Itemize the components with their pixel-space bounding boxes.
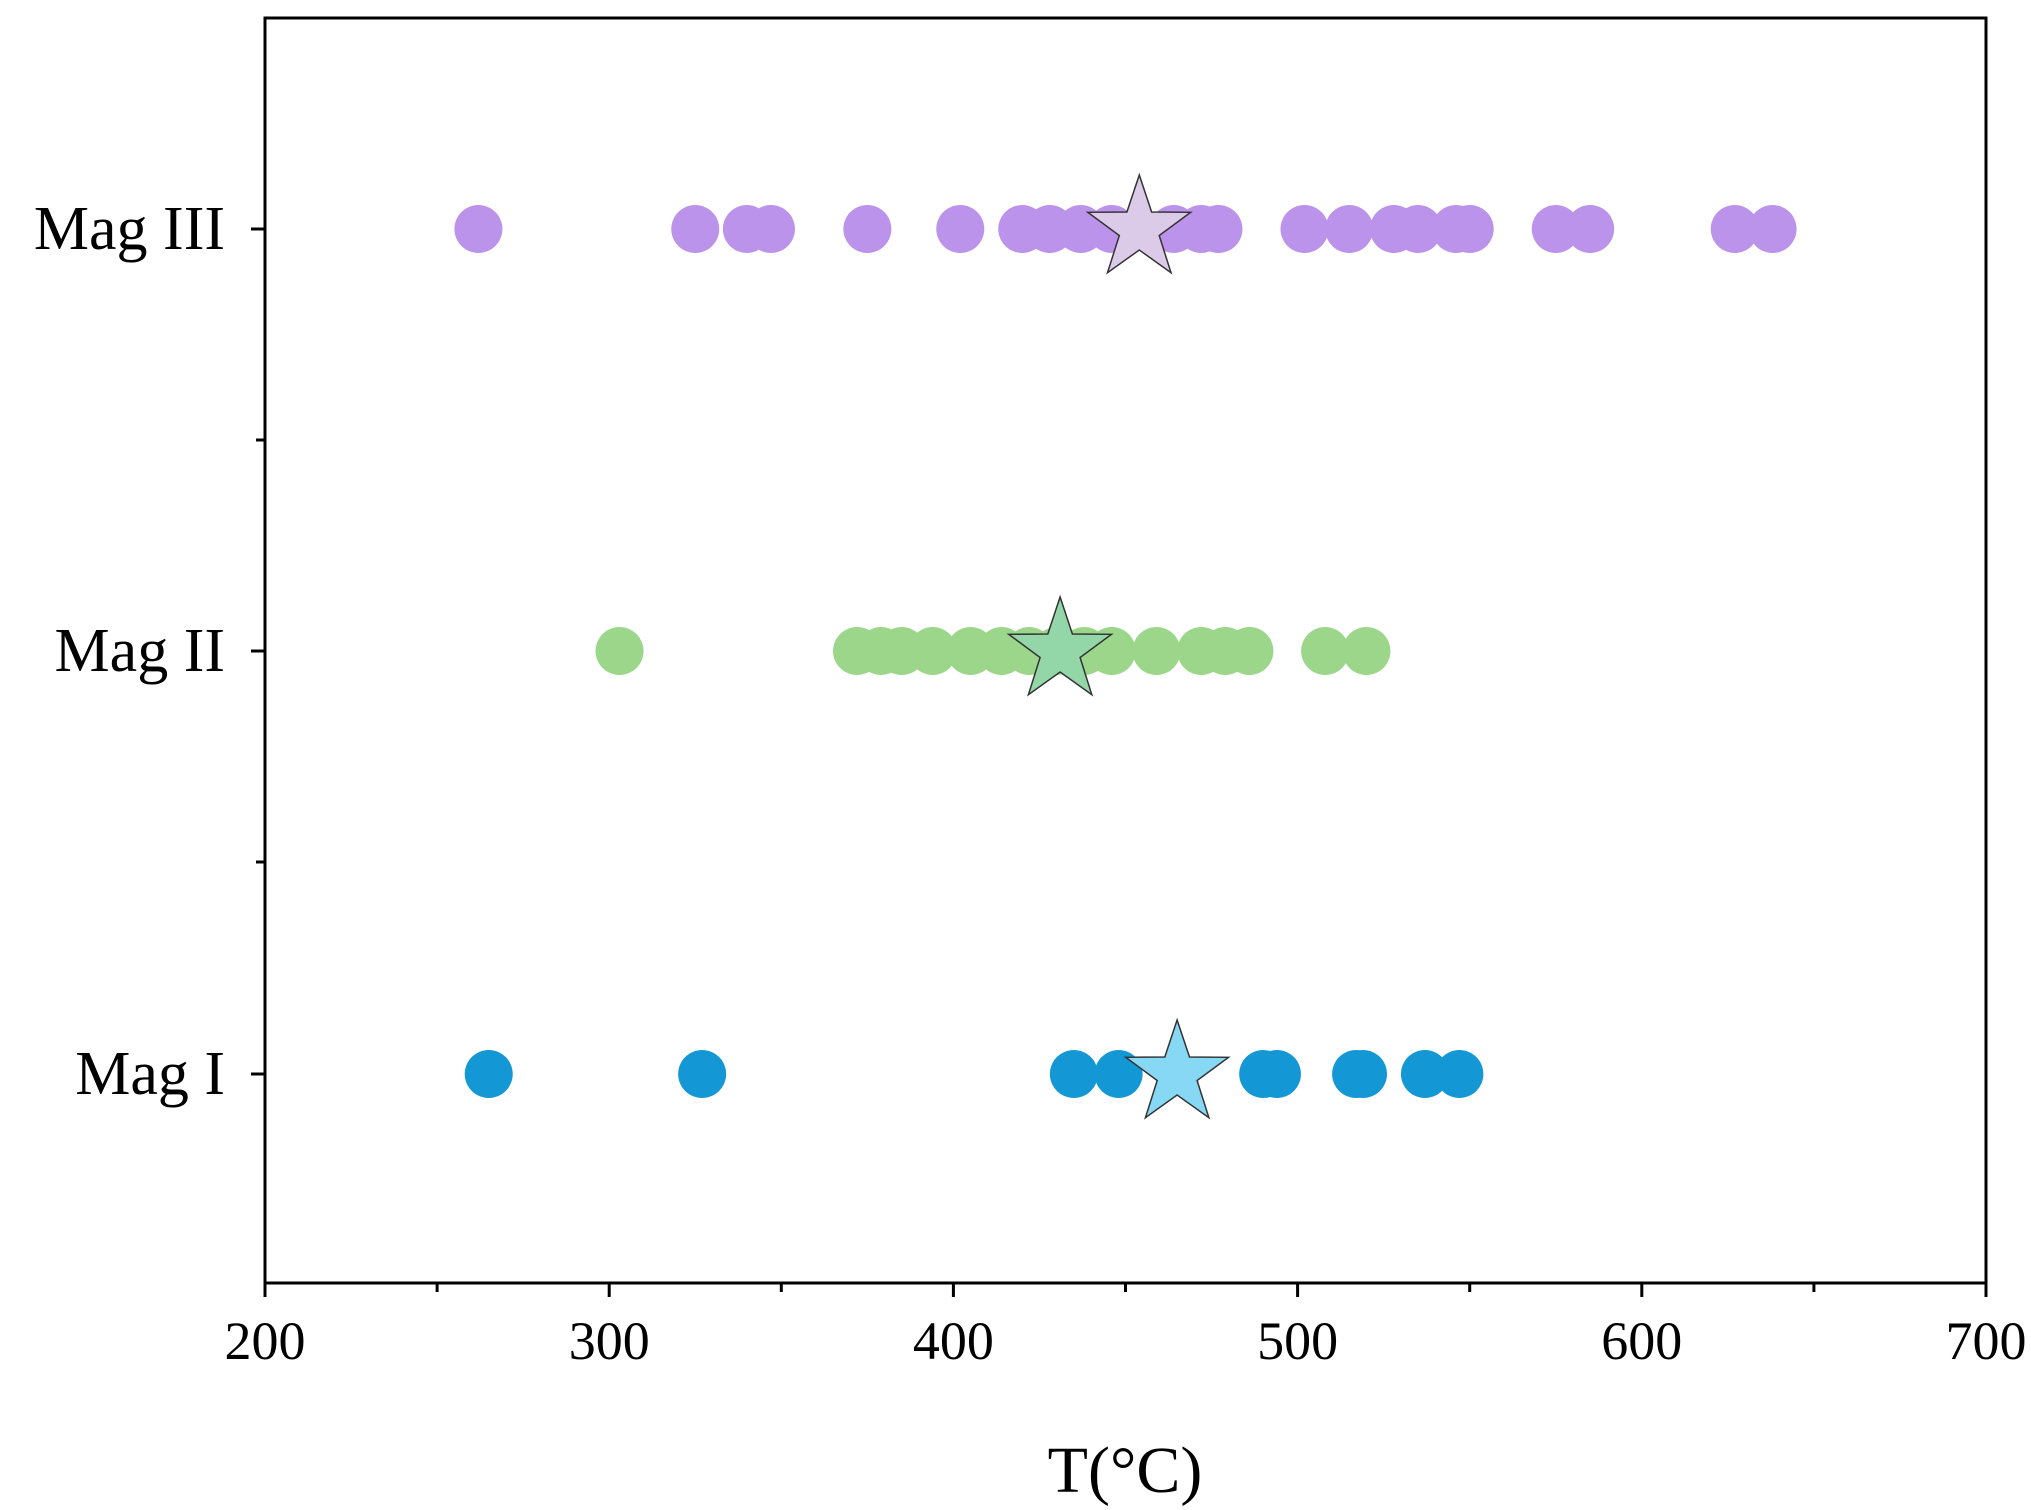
x-tick-label: 200 [225, 1311, 306, 1371]
data-point [1445, 205, 1494, 253]
data-point [1338, 1050, 1387, 1098]
data-point [1748, 205, 1797, 253]
x-tick-label: 600 [1601, 1311, 1682, 1371]
data-point [1531, 205, 1580, 253]
data-point [1566, 205, 1615, 253]
mean-star [1123, 1017, 1231, 1120]
data-point [1094, 1050, 1143, 1098]
data-point [464, 1050, 513, 1098]
data-point [1194, 205, 1243, 253]
x-tick-label: 300 [569, 1311, 650, 1371]
y-axis: Mag I Mag II Mag III [34, 195, 265, 1108]
x-tick-label: 400 [913, 1311, 994, 1371]
data-point [1400, 1050, 1449, 1098]
mean-star [1006, 594, 1114, 697]
data-point [1252, 1050, 1301, 1098]
data-point [454, 205, 503, 253]
mean-star [1085, 172, 1193, 275]
data-point [595, 627, 644, 675]
series-mag-iii [454, 172, 1797, 275]
data-point [1049, 1050, 1098, 1098]
data-point [908, 627, 957, 675]
data-point [1342, 627, 1391, 675]
data-point [843, 205, 892, 253]
data-point [936, 205, 985, 253]
y-category-label: Mag II [55, 617, 225, 685]
x-tick-label: 700 [1946, 1311, 2027, 1371]
data-point [746, 205, 795, 253]
data-point [1280, 205, 1329, 253]
data-point [1325, 205, 1374, 253]
data-point [1132, 627, 1181, 675]
series-mag-ii [595, 594, 1391, 697]
x-axis: 200 300 400 500 600 700 [225, 1283, 2027, 1371]
y-category-label: Mag III [34, 195, 225, 263]
data-point [1710, 205, 1759, 253]
data-point [678, 1050, 727, 1098]
x-axis-title: T(°C) [1048, 1434, 1203, 1507]
data-point [1394, 205, 1443, 253]
series-mag-i [464, 1017, 1484, 1120]
data-point [1301, 627, 1350, 675]
x-tick-label: 500 [1257, 1311, 1338, 1371]
data-point [671, 205, 720, 253]
plot-marks [454, 172, 1797, 1120]
y-category-label: Mag I [75, 1040, 225, 1108]
data-point [1435, 1050, 1484, 1098]
data-point [1225, 627, 1274, 675]
